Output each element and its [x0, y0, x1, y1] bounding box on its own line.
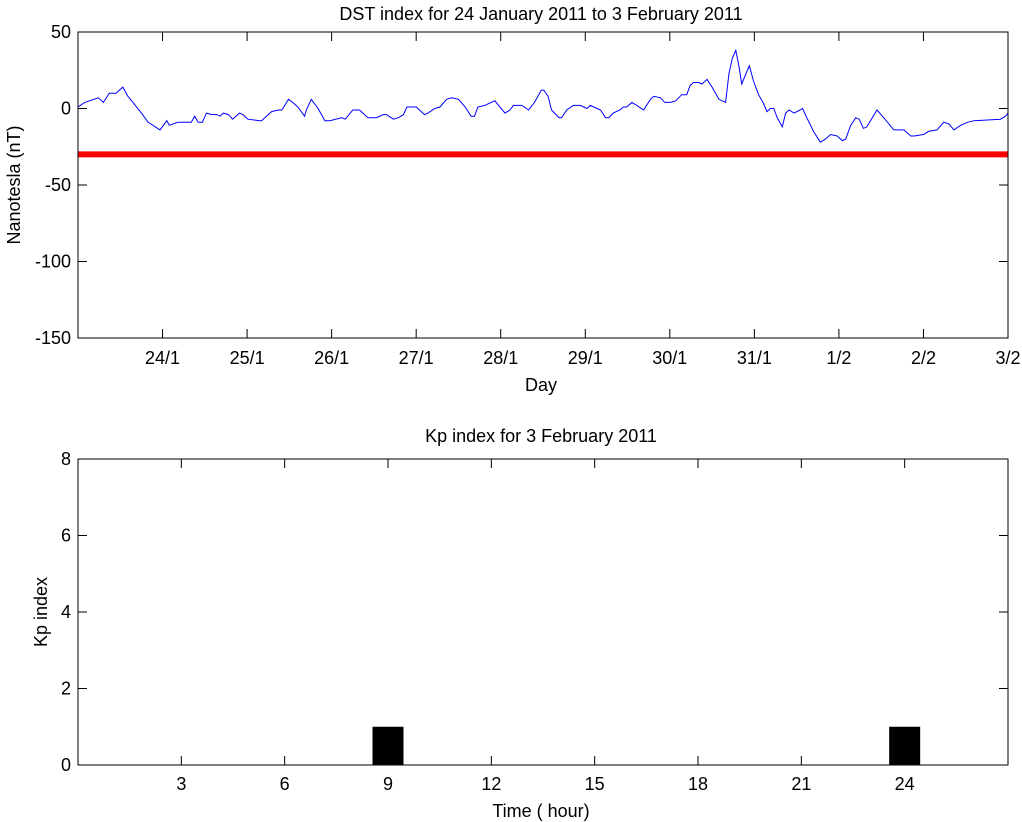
x-tick-label: 6	[280, 774, 290, 794]
x-tick-label: 29/1	[568, 348, 603, 368]
y-tick-label: -150	[35, 328, 71, 348]
plot-area	[78, 32, 1008, 338]
x-tick-label: 2/2	[911, 348, 936, 368]
y-tick-label: -50	[45, 175, 71, 195]
x-tick-label: 18	[688, 774, 708, 794]
x-tick-label: 24	[895, 774, 915, 794]
x-tick-label: 15	[585, 774, 605, 794]
x-tick-label: 26/1	[314, 348, 349, 368]
dst-plot: 24/1 25/1 26/1 27/1 28/1 29/1 30/1 31/1 1/2 2/2 3/…	[4, 4, 1021, 395]
y-tick-label: 4	[61, 602, 71, 622]
x-tick-label: 3/2	[995, 348, 1020, 368]
x-axis-label: Day	[525, 375, 557, 395]
chart-title: Kp index for 3 February 2011	[425, 426, 657, 446]
x-tick-label: 31/1	[737, 348, 772, 368]
y-axis-label: Nanotesla (nT)	[4, 125, 24, 244]
x-tick-label: 21	[791, 774, 811, 794]
x-tick-label: 1/2	[826, 348, 851, 368]
x-tick-label: 9	[383, 774, 393, 794]
plot-area	[78, 459, 1008, 765]
y-tick-label: 50	[51, 22, 71, 42]
y-tick-label: 8	[61, 449, 71, 469]
x-tick-label: 12	[481, 774, 501, 794]
x-tick-label: 30/1	[652, 348, 687, 368]
x-tick-label: 25/1	[230, 348, 265, 368]
x-tick-label: 3	[176, 774, 186, 794]
x-tick-label: 24/1	[145, 348, 180, 368]
y-tick-label: -100	[35, 252, 71, 272]
dst-series-line	[78, 48, 1008, 143]
y-tick-label: 6	[61, 526, 71, 546]
y-axis-label: Kp index	[31, 577, 51, 647]
y-tick-label: 2	[61, 679, 71, 699]
y-tick-label: 0	[61, 755, 71, 775]
y-tick-label: 0	[61, 99, 71, 119]
x-tick-label: 27/1	[399, 348, 434, 368]
chart-title: DST index for 24 January 2011 to 3 Febru…	[339, 4, 742, 24]
x-axis-label: Time ( hour)	[492, 801, 589, 821]
x-tick-label: 28/1	[483, 348, 518, 368]
